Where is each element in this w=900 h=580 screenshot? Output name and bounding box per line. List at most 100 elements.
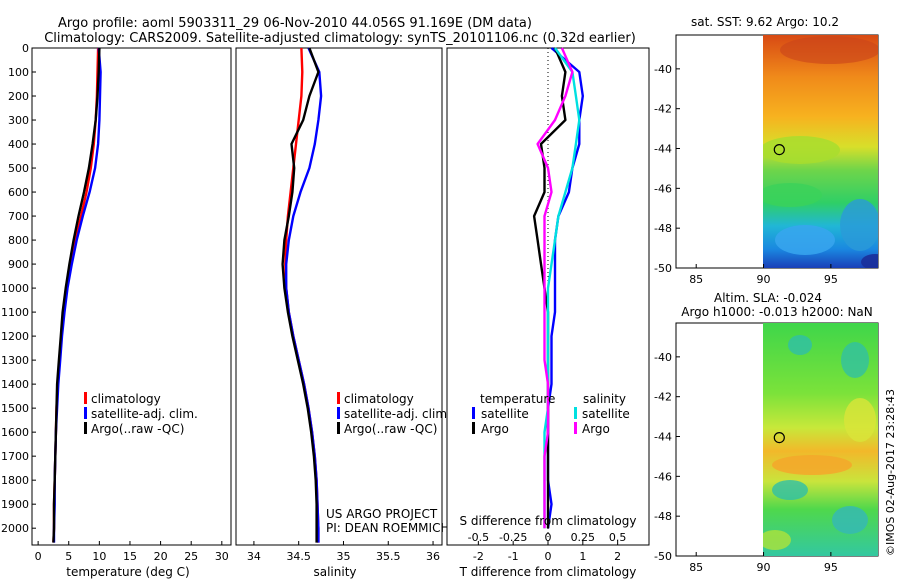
depth-tick-label: 1900 bbox=[1, 498, 29, 511]
legend-label-climatology: climatology bbox=[344, 392, 414, 406]
sla-field-patch bbox=[841, 342, 869, 378]
sst-field-patch bbox=[775, 225, 835, 255]
project-note-line1: US ARGO PROJECT bbox=[326, 507, 438, 521]
figure-title-line1: Argo profile: aoml 5903311_29 06-Nov-201… bbox=[58, 16, 532, 31]
sst-field-patch bbox=[780, 36, 878, 64]
lat-tick-label: -46 bbox=[654, 182, 672, 195]
depth-tick-label: 1200 bbox=[1, 330, 29, 343]
sla-map-panel: Altim. SLA: -0.024 Argo h1000: -0.013 h2… bbox=[654, 291, 879, 574]
x-tick-label: -1 bbox=[508, 550, 519, 563]
sla-map-subtitle: Argo h1000: -0.013 h2000: NaN bbox=[681, 305, 873, 319]
depth-tick-label: 1300 bbox=[1, 354, 29, 367]
sla-map-axes: 85 90 95 -40 -42 -44 -46 -48 -50 bbox=[654, 351, 838, 574]
legend-label-s-satellite: satellite bbox=[582, 407, 630, 421]
x-tick-label: 35.5 bbox=[376, 550, 401, 563]
legend-label-t-satellite: satellite bbox=[481, 407, 529, 421]
lat-tick-label: -44 bbox=[654, 431, 672, 444]
lat-tick-label: -50 bbox=[654, 262, 672, 275]
timestamp-watermark: ©IMOS 02-Aug-2017 23:28:43 bbox=[884, 389, 897, 556]
depth-tick-label: 800 bbox=[8, 234, 29, 247]
legend-label-t-argo: Argo bbox=[481, 422, 509, 436]
depth-tick-label: 1700 bbox=[1, 450, 29, 463]
s-difference-tick-label: -0.25 bbox=[499, 531, 527, 544]
legend-swatch-t-argo bbox=[472, 422, 475, 434]
salinity-axis: 34 34.5 35 35.5 36 bbox=[247, 541, 440, 563]
depth-tick-label: 1400 bbox=[1, 378, 29, 391]
depth-tick-label: 200 bbox=[8, 90, 29, 103]
legend-swatch-satellite bbox=[84, 407, 87, 419]
lat-tick-label: -42 bbox=[654, 391, 672, 404]
legend-title-temperature: temperature bbox=[480, 392, 555, 406]
depth-tick-label: 100 bbox=[8, 66, 29, 79]
s-difference-tick-label: 0 bbox=[545, 531, 552, 544]
x-tick-label: -2 bbox=[473, 550, 484, 563]
sst-field bbox=[763, 35, 878, 268]
sla-field-patch bbox=[832, 506, 868, 534]
s-difference-tick-label: 0.5 bbox=[609, 531, 627, 544]
depth-tick-label: 1500 bbox=[1, 402, 29, 415]
legend-swatch-satellite bbox=[337, 407, 340, 419]
salinity-panel: 34 34.5 35 35.5 36 salinity climatology sate… bbox=[235, 47, 451, 579]
lat-tick-label: -40 bbox=[654, 63, 672, 76]
temperature-axis-label: temperature (deg C) bbox=[66, 565, 189, 579]
sla-field bbox=[763, 323, 878, 556]
legend-swatch-argo bbox=[84, 422, 87, 434]
legend-swatch-climatology bbox=[337, 392, 340, 404]
lat-tick-label: -46 bbox=[654, 470, 672, 483]
depth-axis: 0 100 200 300 400 500 600 700 800 900 1000 1100 1200… bbox=[1, 42, 36, 535]
depth-tick-label: 400 bbox=[8, 138, 29, 151]
temperature-profile-lines bbox=[52, 47, 102, 543]
argo-raw-qc-series bbox=[52, 47, 101, 543]
sla-field-patch bbox=[772, 455, 852, 475]
lat-tick-label: -48 bbox=[654, 510, 672, 523]
sst-map-panel: sat. SST: 9.62 Argo: 10.2 85 90 95 -40 -42 -4… bbox=[654, 15, 879, 286]
lat-tick-label: -48 bbox=[654, 222, 672, 235]
legend-label-satellite: satellite-adj. clim. bbox=[91, 407, 198, 421]
lon-tick-label: 85 bbox=[689, 561, 703, 574]
temperature-plot-frame bbox=[31, 47, 232, 546]
legend-swatch-argo bbox=[337, 422, 340, 434]
x-tick-label: 1 bbox=[579, 550, 586, 563]
sst-field-patch bbox=[763, 183, 822, 207]
x-tick-label: 20 bbox=[154, 550, 168, 563]
depth-tick-label: 1100 bbox=[1, 306, 29, 319]
depth-tick-label: 1600 bbox=[1, 426, 29, 439]
x-tick-label: 25 bbox=[184, 550, 198, 563]
legend-swatch-s-argo bbox=[574, 422, 577, 434]
lon-tick-label: 90 bbox=[757, 561, 771, 574]
lon-tick-label: 95 bbox=[824, 561, 838, 574]
legend-label-satellite: satellite-adj. clim. bbox=[344, 407, 451, 421]
figure-title-line2: Climatology: CARS2009. Satellite-adjuste… bbox=[44, 31, 636, 46]
x-tick-label: 34 bbox=[247, 550, 261, 563]
x-tick-label: 10 bbox=[92, 550, 106, 563]
salinity-axis-label: salinity bbox=[313, 565, 356, 579]
depth-tick-label: 2000 bbox=[1, 522, 29, 535]
depth-tick-label: 300 bbox=[8, 114, 29, 127]
legend-label-s-argo: Argo bbox=[582, 422, 610, 436]
lat-tick-label: -42 bbox=[654, 103, 672, 116]
lon-tick-label: 90 bbox=[757, 273, 771, 286]
x-tick-label: 15 bbox=[123, 550, 137, 563]
legend-label-climatology: climatology bbox=[91, 392, 161, 406]
salinity-plot-frame bbox=[235, 47, 443, 546]
legend-label-argo: Argo(..raw -QC) bbox=[344, 422, 437, 436]
temperature-axis: 0 5 10 15 20 25 30 bbox=[35, 541, 229, 563]
x-tick-label: 30 bbox=[215, 550, 229, 563]
legend-label-argo: Argo(..raw -QC) bbox=[91, 422, 184, 436]
difference-profile-lines bbox=[532, 47, 584, 529]
sla-field-patch bbox=[763, 530, 791, 550]
depth-tick-label: 500 bbox=[8, 162, 29, 175]
argo-raw-qc-series bbox=[281, 47, 320, 543]
t-difference-axis-label: T difference from climatology bbox=[459, 565, 637, 579]
temperature-panel: 0100200300400500600700800900100011001200… bbox=[1, 42, 232, 579]
x-tick-label: 36 bbox=[426, 550, 440, 563]
sla-field-patch bbox=[788, 335, 812, 355]
legend-swatch-s-satellite bbox=[574, 407, 577, 419]
difference-panel: -2 -1 0 1 2 -0.5 -0.25 0 0.25 0.5 T difference fr… bbox=[446, 47, 650, 579]
depth-tick-label: 700 bbox=[8, 210, 29, 223]
s-difference-axis-label: S difference from climatology bbox=[460, 514, 637, 528]
lon-tick-label: 85 bbox=[689, 273, 703, 286]
sla-field-patch bbox=[844, 398, 876, 442]
sla-field-patch bbox=[772, 480, 808, 500]
sla-map-title: Altim. SLA: -0.024 bbox=[714, 291, 822, 305]
